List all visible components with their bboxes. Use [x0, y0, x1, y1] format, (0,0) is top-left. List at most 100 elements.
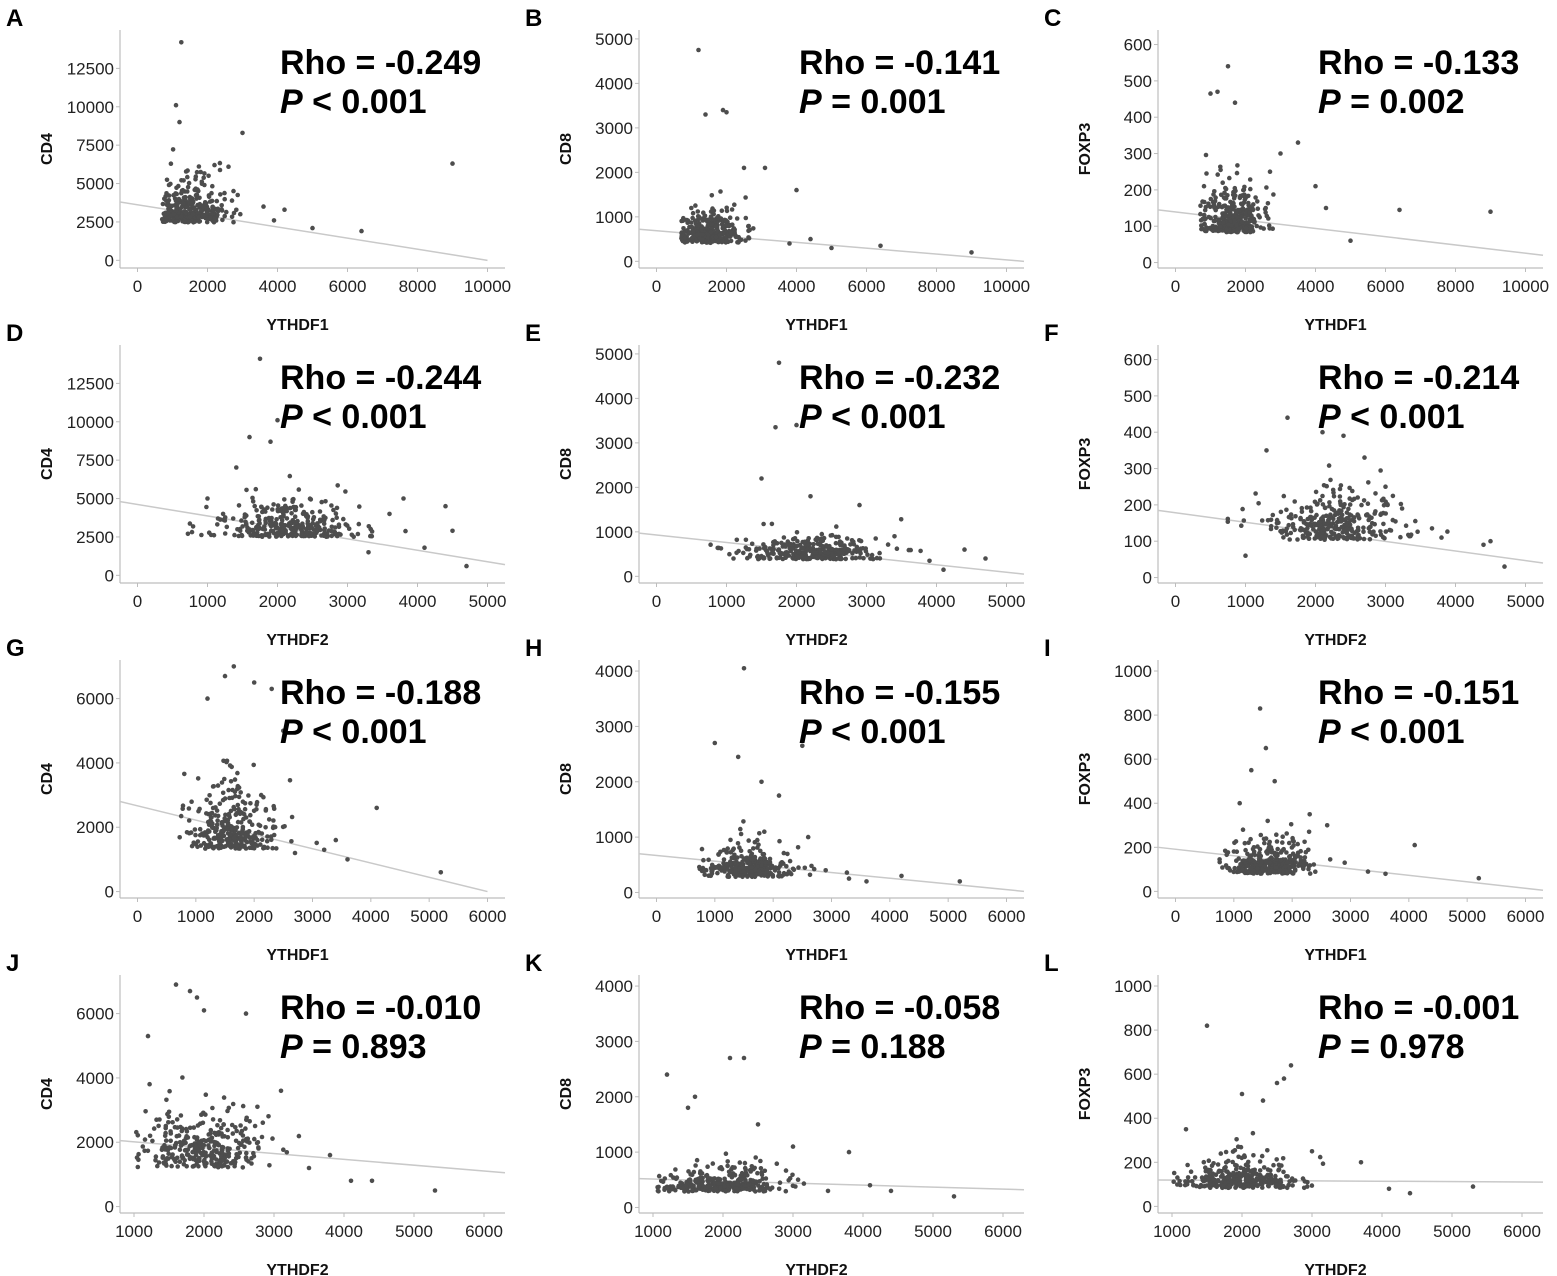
x-tick-label: 2000	[1273, 907, 1311, 926]
data-point	[187, 1154, 193, 1160]
data-point	[198, 169, 203, 175]
regression-line	[638, 852, 1025, 893]
data-point	[1255, 844, 1260, 849]
data-point	[763, 1176, 769, 1181]
data-point	[432, 1188, 438, 1193]
y-tick-label: 0	[1143, 1197, 1152, 1216]
data-point	[1390, 493, 1396, 499]
data-point	[1279, 1163, 1284, 1168]
y-tick-label: 2000	[595, 163, 633, 182]
data-point	[184, 1134, 189, 1139]
data-point	[185, 174, 190, 180]
data-point	[1301, 866, 1306, 872]
data-point	[193, 193, 199, 198]
data-point	[231, 188, 236, 194]
data-point	[668, 1172, 674, 1178]
regression-line	[119, 1139, 506, 1174]
data-point	[255, 1104, 260, 1110]
data-point	[182, 1148, 188, 1153]
data-point	[214, 822, 220, 828]
data-point	[1220, 1183, 1226, 1188]
data-point	[757, 555, 762, 561]
data-point	[1226, 1158, 1231, 1164]
data-point	[757, 1179, 762, 1184]
data-point	[1305, 1179, 1310, 1185]
data-point	[776, 360, 782, 366]
p-symbol: P	[1318, 398, 1341, 436]
data-point	[368, 526, 374, 532]
rho-annotation: Rho = -0.001	[1318, 989, 1519, 1027]
x-tick-label: 4000	[352, 907, 390, 926]
data-point	[1301, 1185, 1307, 1191]
data-point	[785, 851, 790, 857]
x-tick-label: 5000	[395, 1222, 433, 1241]
data-point	[747, 849, 752, 854]
data-point	[1323, 205, 1329, 211]
data-point	[200, 204, 206, 210]
data-point	[260, 526, 265, 532]
data-point	[295, 524, 301, 530]
data-point	[716, 1176, 721, 1182]
y-axis-label: CD4	[39, 763, 56, 795]
data-point	[1398, 534, 1403, 540]
rho-annotation: Rho = -0.010	[280, 989, 481, 1027]
p-value-text: = 0.188	[822, 1028, 946, 1066]
regression-line	[1157, 846, 1544, 892]
data-point	[271, 218, 277, 223]
data-point	[724, 861, 730, 867]
data-point	[212, 1143, 217, 1149]
data-point	[656, 1173, 662, 1179]
x-tick-label: 8000	[1437, 277, 1475, 296]
data-point	[772, 539, 778, 544]
data-point	[1204, 1023, 1210, 1028]
data-point	[231, 219, 236, 225]
data-point	[825, 550, 831, 556]
data-point	[1267, 226, 1272, 231]
data-point	[842, 545, 848, 550]
data-point	[186, 219, 192, 224]
data-point	[1208, 91, 1213, 96]
data-point	[869, 552, 875, 558]
data-point	[1223, 211, 1228, 216]
data-point	[728, 861, 733, 867]
y-tick-label: 0	[1143, 254, 1152, 273]
data-point	[170, 147, 176, 152]
data-point	[755, 1122, 761, 1127]
data-point	[1352, 515, 1357, 520]
data-point	[189, 200, 194, 206]
x-tick-label: 3000	[1293, 1222, 1331, 1241]
x-tick-label: 1000	[708, 592, 746, 611]
data-point	[1218, 167, 1223, 173]
data-point	[824, 543, 829, 548]
data-point	[207, 1145, 212, 1151]
data-point	[724, 850, 730, 855]
data-point	[170, 1152, 175, 1157]
data-point	[836, 556, 842, 561]
data-point	[741, 819, 746, 824]
data-point	[1232, 865, 1237, 871]
data-point	[173, 198, 179, 203]
data-point	[778, 861, 784, 866]
data-point	[783, 544, 788, 549]
data-point	[684, 239, 690, 244]
data-point	[1250, 207, 1256, 213]
scatter-points	[697, 666, 963, 884]
data-point	[752, 854, 758, 860]
data-point	[1210, 223, 1216, 229]
data-point	[808, 494, 813, 499]
data-point	[259, 504, 264, 510]
y-tick-label: 0	[624, 883, 633, 902]
data-point	[200, 1120, 206, 1126]
rho-annotation: Rho = -0.214	[1318, 359, 1519, 397]
data-point	[145, 1148, 151, 1154]
data-point	[790, 1172, 795, 1178]
data-point	[203, 1150, 208, 1156]
data-point	[226, 1154, 232, 1159]
data-point	[723, 1151, 729, 1156]
p-value-text: < 0.001	[822, 398, 946, 436]
data-point	[673, 1187, 678, 1193]
x-tick-label: 3000	[1332, 907, 1370, 926]
data-point	[174, 185, 179, 191]
data-point	[1263, 210, 1268, 215]
